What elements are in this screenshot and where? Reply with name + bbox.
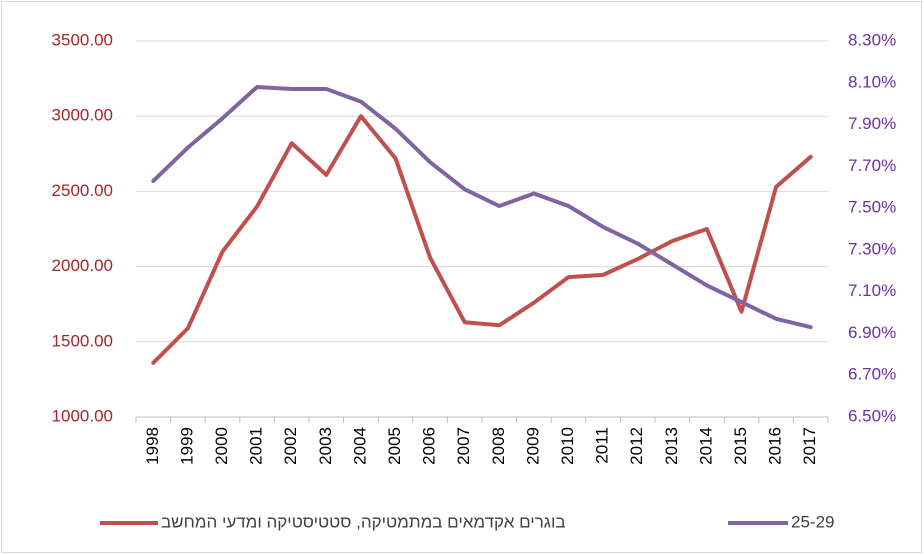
x-tick-label: 2006 (420, 427, 439, 465)
x-tick-label: 2017 (800, 427, 819, 465)
y-tick-label: 1500.00 (52, 331, 113, 350)
legend-label: בוגרים אקדמאים במתמטיקה, סטטיסטיקה ומדעי… (161, 512, 566, 531)
y-tick-label: 2500.00 (52, 181, 113, 200)
y-tick-label: 3000.00 (52, 106, 113, 125)
y2-tick-label: 6.50% (848, 406, 896, 425)
x-tick-label: 2009 (523, 427, 542, 465)
series-line (151, 84, 813, 330)
x-tick-label: 2010 (558, 427, 577, 465)
x-tick-label: 2001 (247, 427, 266, 465)
y2-tick-label: 8.30% (848, 30, 896, 49)
x-tick-label: 2000 (212, 427, 231, 465)
y-tick-label: 3500.00 (52, 30, 113, 49)
x-tick-label: 2016 (766, 427, 785, 465)
y2-tick-label: 7.10% (848, 281, 896, 300)
y-tick-label: 2000.00 (52, 256, 113, 275)
x-tick-label: 1999 (177, 427, 196, 465)
y-tick-label: 1000.00 (52, 406, 113, 425)
x-tick-label: 2005 (385, 427, 404, 465)
x-tick-label: 2003 (316, 427, 335, 465)
x-tick-label: 2011 (593, 427, 612, 464)
y2-tick-label: 7.90% (848, 114, 896, 133)
x-tick-label: 2014 (696, 427, 715, 465)
x-tick-label: 1998 (143, 427, 162, 465)
x-tick-label: 2007 (454, 427, 473, 465)
x-tick-label: 2002 (281, 427, 300, 465)
series-line (151, 114, 813, 365)
y2-tick-label: 8.10% (848, 72, 896, 91)
x-tick-label: 2015 (731, 427, 750, 465)
y2-tick-label: 7.30% (848, 239, 896, 258)
legend-label: 25-29 (791, 512, 834, 531)
x-tick-label: 2012 (627, 427, 646, 465)
x-tick-label: 2013 (662, 427, 681, 465)
y2-tick-label: 6.70% (848, 365, 896, 384)
x-tick-label: 2008 (489, 427, 508, 465)
y2-tick-label: 7.50% (848, 198, 896, 217)
x-tick-label: 2004 (350, 427, 369, 465)
y2-tick-label: 6.90% (848, 323, 896, 342)
y2-tick-label: 7.70% (848, 156, 896, 175)
